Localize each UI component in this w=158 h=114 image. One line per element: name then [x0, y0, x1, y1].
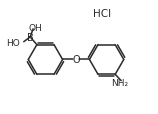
- Text: OH: OH: [28, 24, 42, 33]
- Text: B: B: [27, 33, 33, 43]
- Text: HO: HO: [6, 39, 20, 48]
- Text: HCl: HCl: [93, 9, 111, 19]
- Text: O: O: [72, 55, 80, 65]
- Text: NH₂: NH₂: [111, 78, 128, 87]
